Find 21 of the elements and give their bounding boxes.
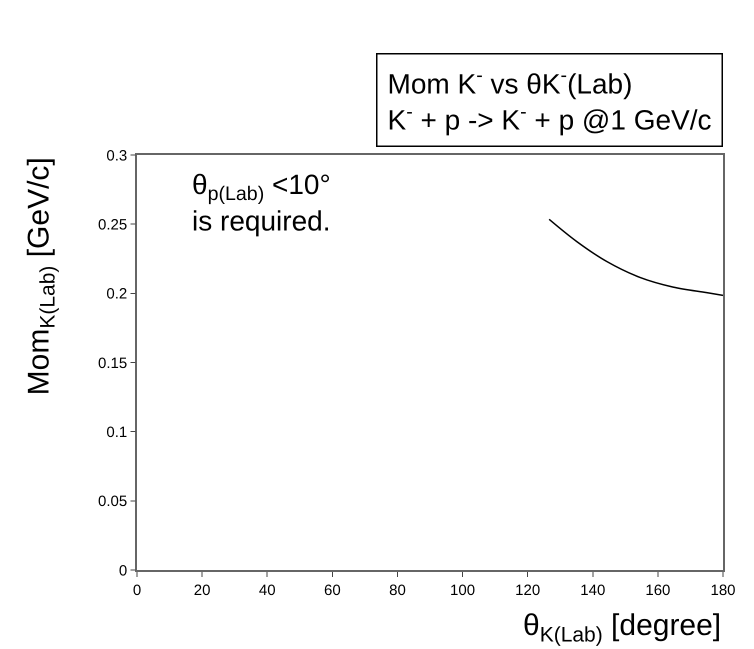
line-series (548, 218, 723, 296)
y-tick-label: 0.15 (98, 354, 128, 372)
x-tick-label: 180 (710, 582, 736, 599)
x-tick-label: 100 (450, 582, 476, 599)
chart-title: Mom K$^{-}$ vs θK$^{-}$(Lab) K$^{-}$ + p -> K$^{-}$ + p @1 GeV/c (388, 64, 712, 136)
x-tick-label: 140 (580, 582, 606, 599)
y-tick-label: 0.3 (106, 147, 128, 164)
x-tick-label: 20 (194, 582, 210, 599)
x-tick-label: 60 (324, 582, 341, 599)
y-tick-label: 0 (118, 562, 128, 580)
annotation: θ$_{p(Lab)}$ <10° is required. (192, 169, 331, 236)
y-tick-label: 0.05 (98, 493, 128, 510)
x-axis-title: θ$_{K(Lab)}$ [degree] (523, 609, 722, 646)
x-tick-label: 160 (645, 582, 670, 599)
y-tick-label: 0.2 (106, 286, 128, 303)
x-tick-label: 40 (258, 582, 276, 599)
x-tick-label: 0 (132, 582, 142, 599)
x-tick-label: 120 (515, 582, 540, 599)
x-tick-label: 80 (389, 582, 406, 599)
y-tick-label: 0.1 (106, 424, 128, 441)
y-tick-label: 0.25 (98, 216, 128, 234)
